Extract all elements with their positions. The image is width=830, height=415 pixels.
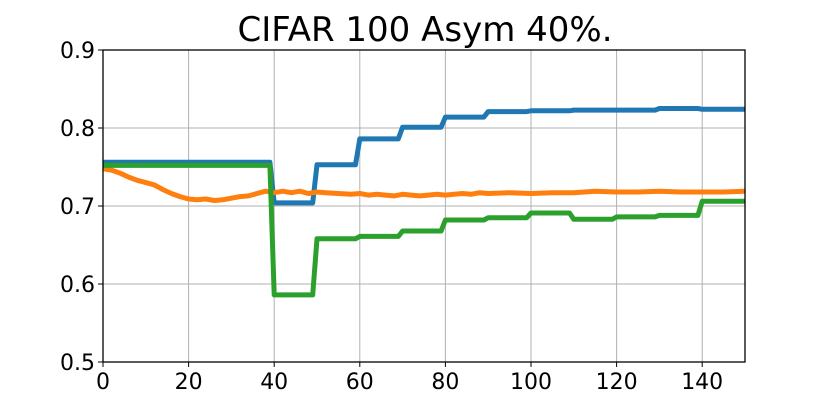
axis-ticks: 0 20 40 60 80 100 120 140 0.5 0.6 0.7 0.8 0.9 <box>60 39 723 395</box>
series-line-3 <box>103 162 745 298</box>
y-tick-label: 0.9 <box>60 39 95 64</box>
x-tick-label: 40 <box>260 370 288 395</box>
x-tick-label: 140 <box>681 370 723 395</box>
y-tick-label: 0.6 <box>60 273 95 298</box>
x-tick-label: 80 <box>431 370 459 395</box>
y-tick-label: 0.5 <box>60 351 95 376</box>
series-line-1 <box>103 106 745 206</box>
x-tick-label: 100 <box>510 370 552 395</box>
x-tick-label: 120 <box>596 370 638 395</box>
chart-title: CIFAR 100 Asym 40%. <box>238 10 613 50</box>
y-tick-label: 0.8 <box>60 117 95 142</box>
x-tick-label: 20 <box>175 370 203 395</box>
series-line-2 <box>102 166 746 203</box>
grid <box>102 49 745 363</box>
x-tick-label: 0 <box>96 370 110 395</box>
x-tick-label: 60 <box>346 370 374 395</box>
series-group <box>102 106 746 298</box>
y-tick-label: 0.7 <box>60 195 95 220</box>
